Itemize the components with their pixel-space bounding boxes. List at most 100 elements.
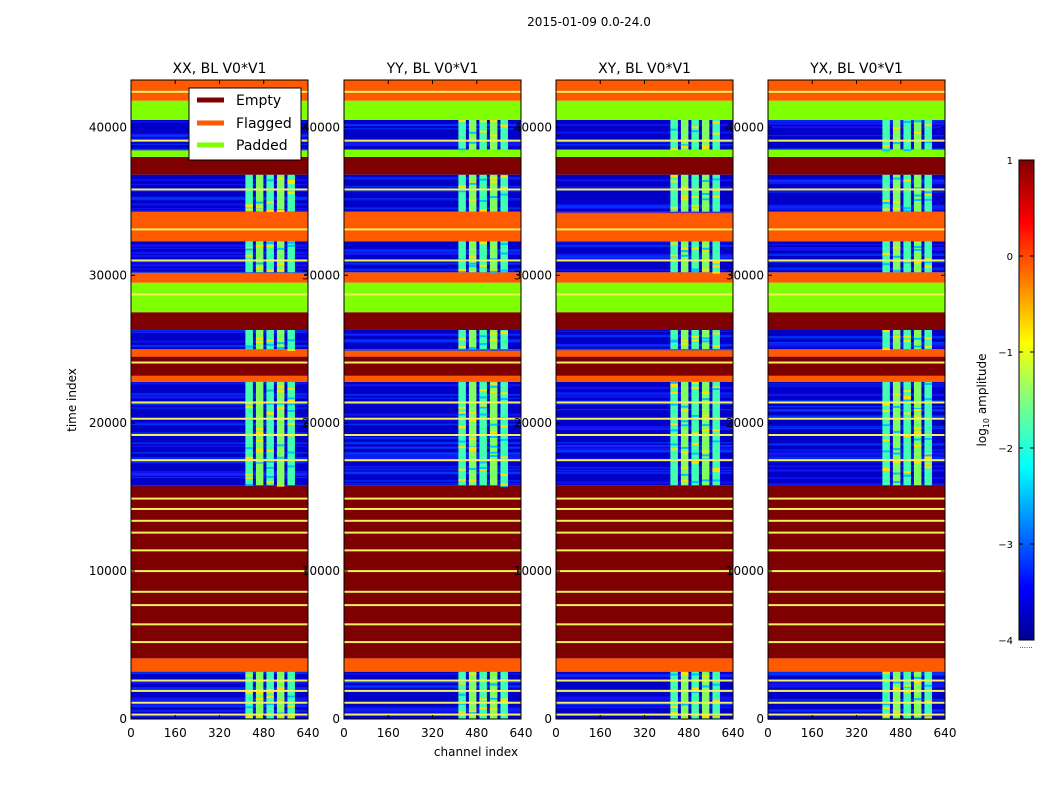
signal-fleck (712, 345, 720, 348)
noise-streak (344, 190, 521, 193)
colorbar-tick-label: −3 (998, 540, 1013, 551)
noise-streak (344, 465, 521, 468)
signal-column (500, 329, 508, 350)
signal-fleck (468, 420, 477, 423)
signal-fleck (701, 340, 710, 343)
stripe (344, 417, 521, 420)
x-tick-label: 480 (677, 726, 700, 740)
x-tick-label: 320 (208, 726, 231, 740)
signal-fleck (276, 484, 285, 487)
panel-title: YX, BL V0*V1 (809, 61, 903, 77)
signal-fleck (913, 681, 922, 684)
signal-fleck (266, 703, 274, 706)
y-tick-label: 40000 (302, 120, 340, 134)
noise-streak (768, 268, 945, 271)
signal-fleck (266, 389, 274, 392)
noise-streak (344, 468, 521, 471)
stripe (131, 417, 308, 420)
signal-fleck (500, 331, 508, 334)
band-flagged (768, 272, 945, 283)
signal-fleck (489, 270, 498, 273)
signal-fleck (882, 707, 890, 710)
noise-streak (768, 682, 945, 684)
signal-column (255, 241, 264, 273)
signal-fleck (924, 265, 932, 268)
signal-fleck (701, 675, 710, 678)
noise-streak (131, 698, 308, 702)
stripe (768, 623, 945, 626)
stripe (131, 689, 308, 692)
signal-fleck (924, 398, 932, 401)
noise-streak (768, 393, 945, 397)
x-tick-label: 320 (845, 726, 868, 740)
noise-streak (344, 686, 521, 689)
signal-column (913, 119, 922, 150)
stripe (131, 713, 308, 716)
stripe (768, 188, 945, 191)
signal-fleck (489, 708, 498, 711)
signal-column (892, 671, 901, 719)
signal-fleck (892, 681, 901, 684)
noise-streak (768, 126, 945, 129)
noise-streak (131, 473, 308, 475)
signal-fleck (680, 247, 689, 250)
stripe (131, 507, 308, 510)
signal-fleck (701, 715, 710, 718)
signal-fleck (500, 438, 508, 441)
stripe (131, 401, 308, 404)
noise-streak (131, 340, 308, 343)
signal-column (924, 671, 932, 719)
signal-fleck (255, 450, 264, 453)
signal-fleck (680, 195, 689, 198)
signal-fleck (479, 389, 487, 392)
noise-streak (131, 704, 308, 706)
noise-streak (556, 696, 733, 699)
signal-fleck (468, 347, 477, 350)
noise-streak (344, 456, 521, 459)
stripe (131, 259, 308, 262)
signal-fleck (489, 176, 498, 179)
y-tick-label: 30000 (89, 268, 127, 282)
signal-fleck (691, 247, 699, 250)
noise-streak (556, 673, 733, 676)
noise-streak (344, 452, 521, 454)
signal-fleck (913, 199, 922, 202)
signal-column (458, 119, 466, 150)
noise-streak (768, 248, 945, 251)
signal-fleck (670, 242, 678, 245)
noise-streak (344, 177, 521, 180)
signal-fleck (479, 396, 487, 399)
signal-fleck (903, 335, 911, 338)
signal-column (276, 329, 285, 350)
signal-fleck (882, 149, 890, 152)
signal-fleck (245, 248, 253, 251)
signal-fleck (903, 261, 911, 264)
noise-streak (556, 143, 733, 146)
signal-fleck (712, 132, 720, 135)
signal-fleck (245, 447, 253, 450)
noise-streak (556, 207, 733, 210)
signal-fleck (287, 695, 295, 698)
signal-fleck (458, 702, 466, 705)
signal-fleck (500, 242, 508, 245)
signal-fleck (892, 393, 901, 396)
stripe (768, 139, 945, 142)
signal-column (468, 174, 477, 212)
signal-fleck (903, 395, 911, 398)
stripe (768, 417, 945, 420)
noise-streak (131, 396, 308, 399)
signal-column (287, 671, 295, 719)
panel-1: XX, BL V0*V1 0 160 320 480 640 0 10000 20000 3000… (89, 61, 320, 740)
signal-column (712, 381, 720, 486)
signal-fleck (670, 423, 678, 426)
noise-streak (131, 709, 308, 712)
stripe (556, 139, 733, 142)
noise-streak (556, 344, 733, 347)
signal-fleck (458, 426, 466, 429)
signal-fleck (680, 339, 689, 342)
noise-streak (768, 451, 945, 455)
signal-fleck (489, 134, 498, 137)
signal-fleck (245, 456, 253, 459)
signal-fleck (255, 337, 264, 340)
signal-fleck (266, 466, 274, 469)
